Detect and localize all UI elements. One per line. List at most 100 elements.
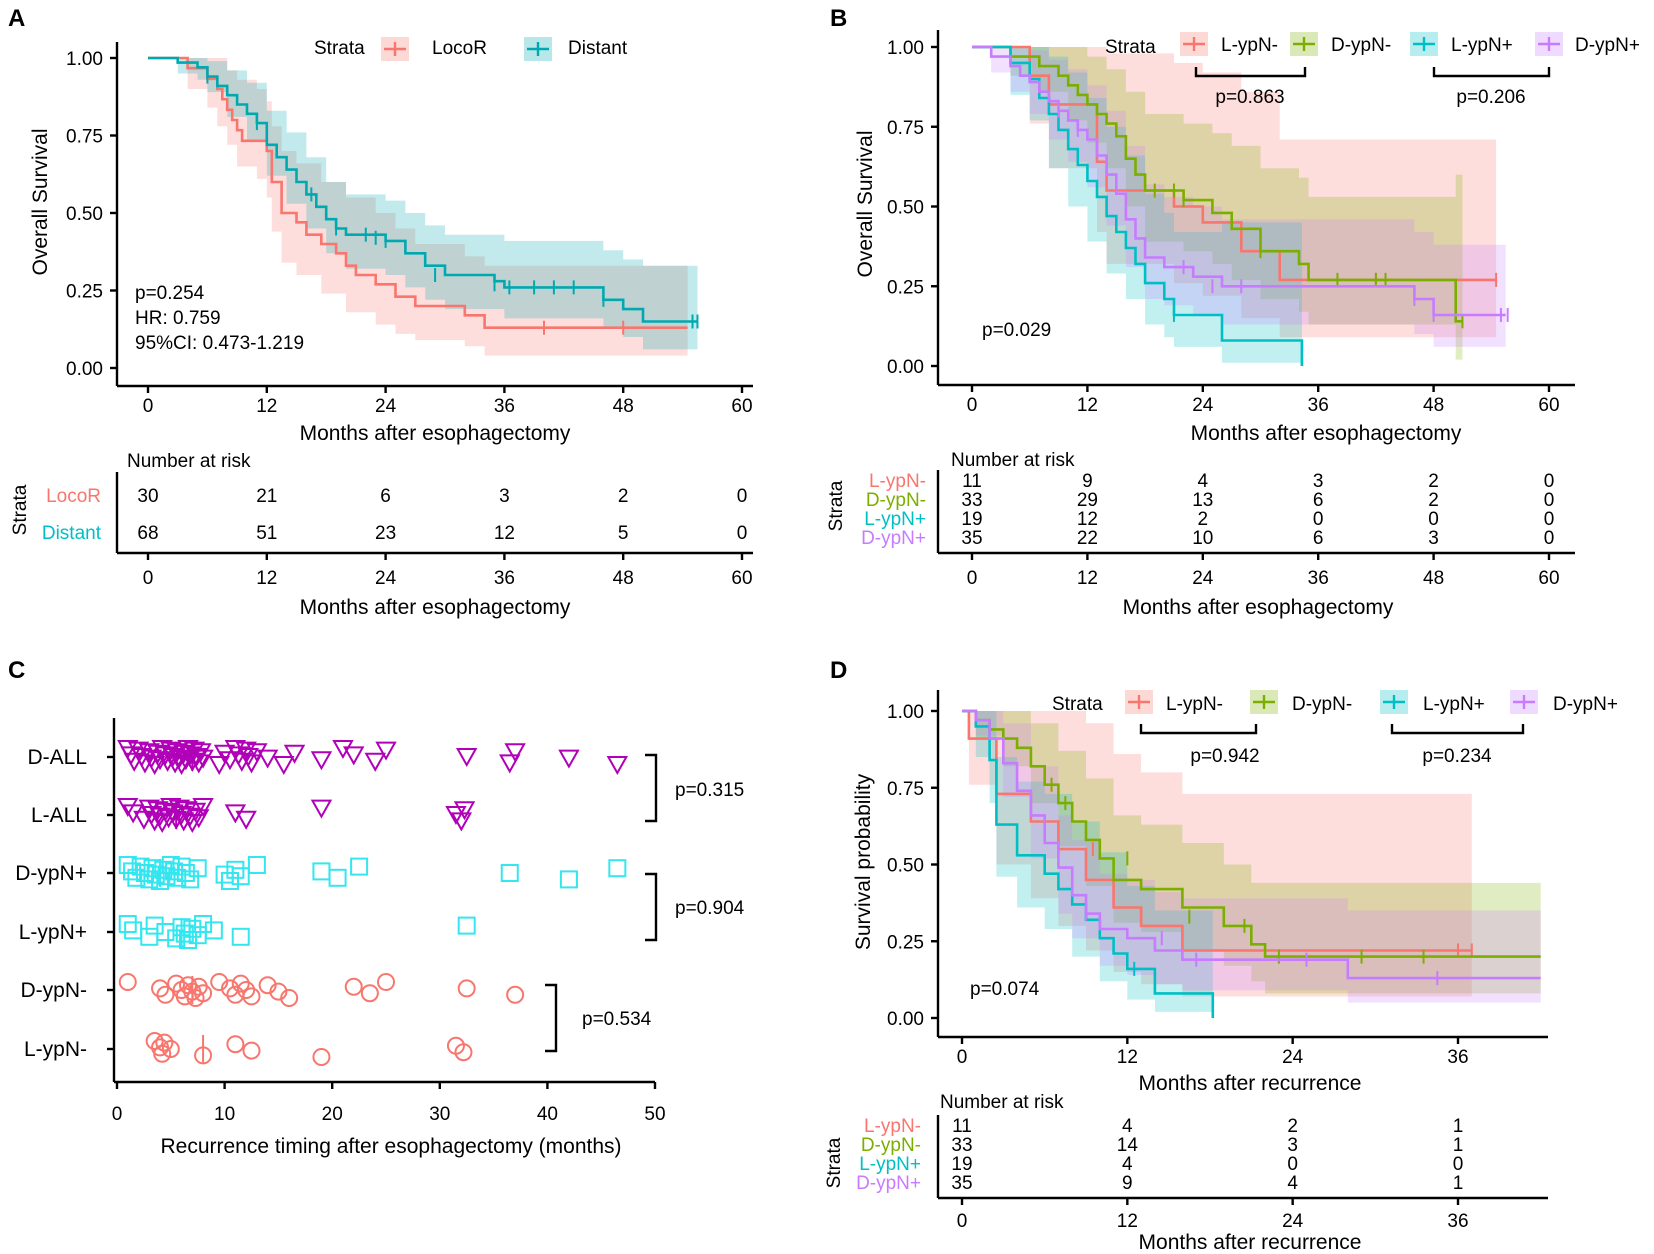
point-d-ypn-neg	[156, 985, 175, 1004]
legend-label-l-ypn-neg: L-ypN-	[1166, 694, 1223, 715]
risk-row-label-locor: LocoR	[46, 486, 101, 507]
x-tick-label: 0	[957, 1211, 968, 1232]
x-tick-label: 36	[494, 396, 515, 417]
x-tick-label: 60	[731, 396, 752, 417]
point-l-ypn-neg	[454, 1043, 473, 1062]
point-d-ypn-neg	[269, 982, 288, 1001]
risk-count: 14	[1117, 1135, 1139, 1156]
point-l-ypnpos	[231, 927, 250, 946]
x-tick-label: 24	[1192, 568, 1214, 589]
point-l-ypn-neg	[161, 1040, 180, 1058]
risk-d-title: Number at risk	[940, 1092, 1064, 1113]
point-l-all	[310, 799, 333, 819]
risk-count: 19	[951, 1154, 972, 1175]
km-curve-d-ypn-neg	[972, 45, 1463, 323]
point-l-all	[224, 804, 247, 824]
bracket-b-neg	[1194, 67, 1307, 78]
point-d-ypn-neg	[237, 981, 256, 999]
point-d-ypnpos	[140, 870, 159, 889]
point-d-ypnpos	[215, 865, 234, 884]
point-l-ypnpos	[204, 921, 223, 940]
legend-label-locor: LocoR	[432, 38, 487, 59]
legend-label-l-ypn-neg: L-ypN-	[1221, 35, 1278, 56]
risk-count: 0	[1544, 528, 1555, 549]
panel-d-ylabel: Survival probability	[852, 773, 875, 950]
panel-c-xlabel: Recurrence timing after esophagectomy (m…	[160, 1135, 621, 1158]
risk-row-label-l-ypn-neg: L-ypN-	[869, 471, 926, 492]
point-d-ypnpos	[608, 859, 627, 878]
bracket-b-pos	[1432, 67, 1551, 78]
x-tick-label: 60	[1538, 568, 1559, 589]
x-tick-label: 24	[375, 396, 397, 417]
panel-b-pvalue-pos: p=0.206	[1456, 87, 1525, 108]
point-d-all	[332, 740, 354, 760]
x-tick-label: 48	[1423, 395, 1444, 416]
x-tick-label: 12	[1077, 395, 1098, 416]
x-tick-label: 40	[537, 1104, 558, 1125]
category-label-d-ypn-neg: D-ypN-	[21, 979, 88, 1002]
point-l-all	[235, 810, 257, 830]
risk-count: 10	[1192, 528, 1213, 549]
point-d-all	[455, 748, 478, 768]
risk-count: 12	[1077, 509, 1098, 530]
risk-row-label-d-ypn-neg: D-ypN-	[866, 490, 926, 511]
point-d-ypn-neg	[506, 985, 525, 1004]
risk-count: 0	[1313, 509, 1324, 530]
x-tick-label: 48	[1423, 568, 1444, 589]
point-d-ypnpos	[328, 868, 347, 887]
x-tick-label: 12	[1117, 1047, 1138, 1068]
point-d-all	[246, 743, 268, 763]
panel-d-legend: Strata L-ypN- D-ypN- L-ypN+ D-ypN+	[1052, 690, 1618, 715]
km-curve-locor	[148, 56, 688, 329]
risk-count: 9	[1122, 1173, 1133, 1194]
y-tick-label: 0.50	[887, 198, 924, 219]
x-tick-label: 0	[143, 396, 154, 417]
risk-count: 11	[962, 471, 982, 492]
x-tick-label: 12	[1117, 1211, 1138, 1232]
risk-row-label-d-ypnpos: D-ypN+	[861, 528, 926, 549]
point-d-ypnpos	[226, 860, 245, 879]
panel-b-ticks: 0.00 0.25 0.50 0.75 1.00 0 12 24 36 48 60	[887, 38, 1560, 416]
x-tick-label: 36	[494, 568, 515, 589]
ci-band-distant	[148, 58, 698, 350]
point-d-ypn-neg	[167, 974, 186, 993]
panel-b-xlabel: Months after esophagectomy	[1191, 422, 1462, 445]
risk-count: 33	[951, 1135, 972, 1156]
panel-d-xlabel: Months after recurrence	[1139, 1072, 1362, 1095]
panel-b-legend: Strata L-ypN- D-ypN- L-ypN+ D-ypN+	[1105, 32, 1640, 58]
point-d-all	[504, 743, 526, 763]
risk-count: 4	[1198, 471, 1209, 492]
y-tick-label: 0.75	[887, 118, 924, 139]
risk-b-xlabel: Months after esophagectomy	[1123, 596, 1394, 619]
point-d-ypn-neg	[280, 989, 299, 1007]
risk-count: 21	[256, 486, 277, 507]
y-tick-label: 0.00	[887, 357, 924, 378]
point-l-ypnpos	[118, 915, 137, 933]
risk-d-ylabel: Strata	[824, 1137, 845, 1188]
x-tick-label: 60	[731, 568, 752, 589]
risk-count: 0	[1453, 1154, 1464, 1175]
point-l-ypnpos	[124, 921, 143, 940]
point-d-all	[310, 751, 333, 771]
ci-band-l-ypnpos	[972, 47, 1302, 363]
x-tick-label: 60	[1538, 395, 1559, 416]
risk-count: 0	[1428, 509, 1439, 530]
x-tick-label: 24	[375, 568, 397, 589]
km-curve-l-ypn-neg	[972, 45, 1497, 282]
point-l-ypnpos	[156, 923, 175, 941]
bracket-d-pos	[1390, 724, 1525, 735]
y-tick-label: 0.00	[66, 359, 103, 380]
risk-count: 0	[1287, 1154, 1298, 1175]
point-l-ypnpos	[183, 919, 202, 938]
risk-count: 0	[737, 486, 748, 507]
risk-count: 68	[137, 523, 158, 544]
point-d-ypn-neg	[457, 979, 476, 998]
bracket-c-pos	[645, 872, 658, 942]
point-d-all	[343, 746, 365, 766]
risk-count: 29	[1077, 490, 1098, 511]
x-tick-label: 36	[1308, 568, 1329, 589]
point-d-all	[192, 749, 214, 769]
legend-title: Strata	[314, 38, 365, 59]
point-d-ypnpos	[231, 867, 250, 886]
risk-count: 2	[1287, 1116, 1298, 1137]
